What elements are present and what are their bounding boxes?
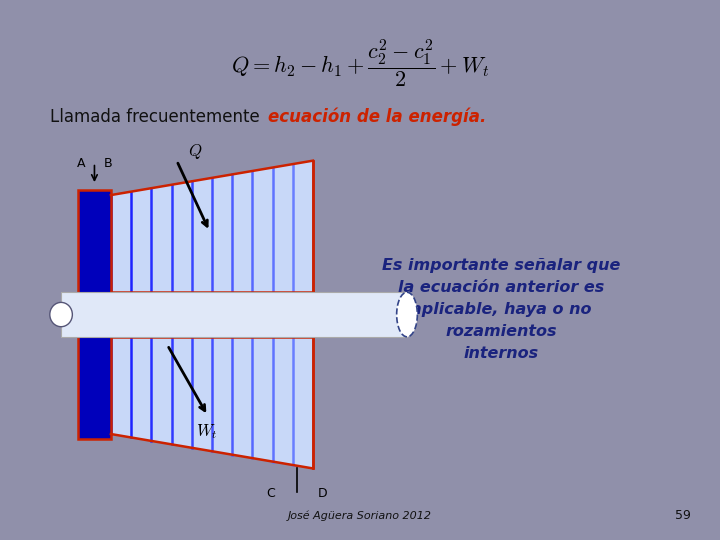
Text: $Q = h_2 - h_1 + \dfrac{c_2^2 - c_1^2}{2} + W_t$: $Q = h_2 - h_1 + \dfrac{c_2^2 - c_1^2}{2… [231, 38, 489, 89]
Polygon shape [111, 160, 313, 292]
Text: 59: 59 [675, 509, 691, 522]
Text: José Agüera Soriano 2012: José Agüera Soriano 2012 [288, 510, 432, 521]
Polygon shape [61, 292, 407, 337]
Text: D: D [318, 487, 327, 500]
Text: ecuación de la energía.: ecuación de la energía. [268, 108, 486, 126]
Text: Llamada frecuentemente: Llamada frecuentemente [50, 108, 265, 126]
Polygon shape [78, 190, 111, 439]
Text: A: A [76, 157, 85, 170]
Text: B: B [104, 157, 112, 170]
Circle shape [50, 302, 72, 327]
Ellipse shape [397, 292, 418, 337]
Text: $Q$: $Q$ [188, 141, 202, 160]
Text: Es importante señalar que
la ecuación anterior es
aplicable, haya o no
rozamient: Es importante señalar que la ecuación an… [382, 258, 620, 361]
Text: C: C [266, 487, 275, 500]
Polygon shape [111, 337, 313, 469]
Text: $W_t$: $W_t$ [197, 422, 218, 441]
